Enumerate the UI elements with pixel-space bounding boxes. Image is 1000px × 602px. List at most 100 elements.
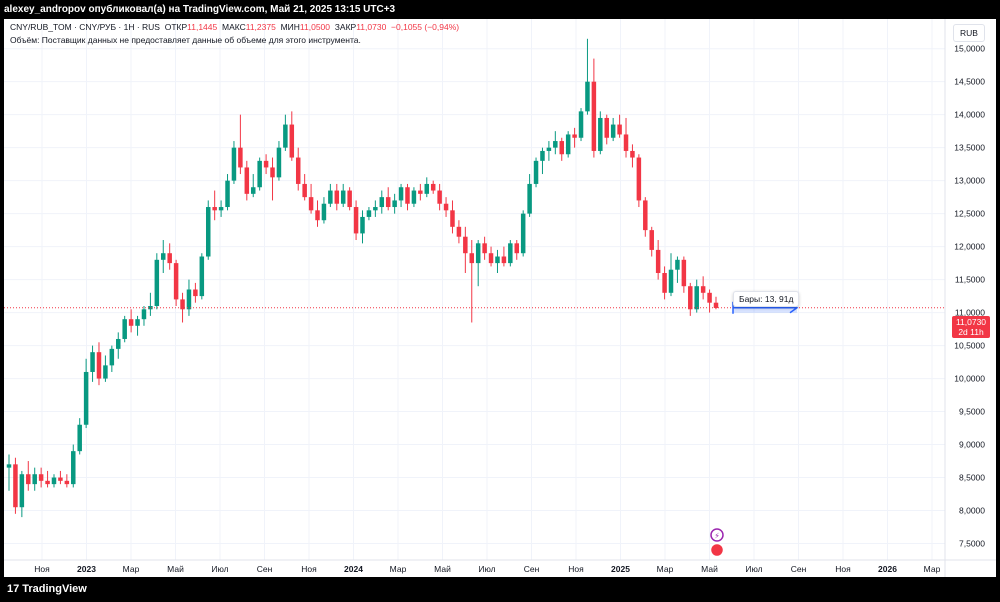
candle-body (19, 474, 25, 508)
candle-body (148, 305, 153, 310)
candle-body (450, 210, 455, 227)
candle-body (565, 134, 571, 155)
candle-body (578, 111, 584, 138)
x-tick-label: Ноя (301, 564, 317, 574)
brand-name: TradingView (22, 583, 87, 595)
candle-body (688, 286, 693, 310)
high-value: 11,2375 (245, 22, 276, 32)
y-tick-label: 10,0000 (954, 374, 985, 384)
candle-body (373, 207, 378, 211)
x-tick-label: 2026 (878, 564, 897, 574)
candle-body (636, 157, 642, 201)
y-tick-label: 10,5000 (954, 341, 985, 351)
last-price-value: 11,0730 (955, 317, 987, 327)
x-tick-label: Ноя (835, 564, 851, 574)
candle-body (116, 338, 121, 349)
candle-body (122, 319, 127, 339)
candle-body (45, 480, 50, 485)
candle-body (527, 183, 532, 214)
candle-body (199, 256, 205, 297)
candle-body (295, 157, 301, 184)
candle-body (103, 365, 108, 379)
candle-body (572, 134, 577, 138)
candle-body (424, 183, 430, 194)
candle-body (443, 203, 449, 211)
low-value: 11,0500 (299, 22, 331, 32)
x-tick-label: Ноя (568, 564, 584, 574)
candle-body (501, 256, 507, 264)
candle-body (328, 190, 333, 204)
candle-body (610, 124, 616, 138)
x-tick-label: 2025 (611, 564, 630, 574)
candle-body (469, 253, 475, 264)
candle-body (302, 183, 307, 198)
close-label: ЗАКР (334, 22, 357, 32)
candle-body (630, 150, 635, 158)
candle-body (83, 371, 89, 425)
candle-body (585, 81, 590, 112)
candle-body (71, 451, 76, 485)
candle-body (700, 286, 706, 293)
candle-body (270, 167, 275, 178)
candle-body (456, 226, 462, 237)
volume-note: Объём: Поставщик данных не предоставляет… (10, 35, 361, 45)
y-tick-label: 12,5000 (954, 209, 985, 219)
y-tick-label: 15,0000 (954, 44, 985, 54)
candle-body (13, 464, 18, 508)
candle-body (540, 150, 545, 161)
y-tick-label: 7,5000 (959, 539, 985, 549)
candle-body (623, 134, 629, 151)
candle-body (392, 200, 397, 208)
y-tick-label: 9,5000 (959, 407, 985, 417)
candle-body (154, 259, 160, 306)
candle-body (495, 256, 500, 264)
candle-body (662, 273, 667, 293)
candle-body (649, 230, 654, 250)
y-tick-label: 13,0000 (954, 176, 985, 186)
close-value: 11,0730 (356, 22, 387, 32)
candle-body (186, 289, 192, 310)
candle-body (675, 259, 680, 270)
candle-body (617, 124, 622, 135)
candle-body (77, 424, 82, 452)
open-label: ОТКР (164, 22, 188, 32)
measure-tooltip: Бары: 13, 91д (733, 291, 800, 307)
x-tick-label: 2023 (77, 564, 96, 574)
candle-body (180, 299, 185, 310)
bar-countdown: 2d 11h (958, 327, 984, 337)
y-tick-label: 14,5000 (954, 77, 985, 87)
y-tick-label: 14,0000 (954, 110, 985, 120)
candle-body (475, 243, 481, 264)
last-price-label: 11,0730 2d 11h (952, 316, 990, 338)
candle-body (340, 190, 346, 204)
x-tick-label: Мар (657, 564, 674, 574)
candle-body (225, 180, 230, 208)
candle-body (212, 207, 217, 211)
candle-body (488, 253, 494, 264)
x-tick-label: Ноя (34, 564, 50, 574)
publisher-bar: alexey_andropov опубликовал(а) на Tradin… (0, 0, 1000, 19)
candle-body (276, 147, 282, 178)
candle-body (32, 474, 37, 485)
currency-button[interactable]: RUB (953, 24, 985, 42)
candle-body (238, 147, 243, 168)
lightning-event-icon (710, 528, 724, 542)
candle-body (96, 352, 102, 379)
x-tick-label: Сен (257, 564, 273, 574)
chart-frame[interactable] (4, 19, 996, 577)
lightning-glyph-icon: ⚡ (714, 532, 720, 541)
candle-body (418, 190, 423, 194)
y-tick-label: 8,5000 (959, 473, 985, 483)
candle-body (205, 207, 211, 257)
candle-body (135, 319, 140, 326)
candle-body (437, 190, 442, 204)
y-tick-label: 13,5000 (954, 143, 985, 153)
candle-body (546, 147, 552, 151)
x-tick-label: Май (434, 564, 451, 574)
low-label: МИН (280, 22, 300, 32)
candle-body (257, 160, 262, 188)
candle-body (411, 190, 417, 204)
y-tick-label: 8,0000 (959, 506, 985, 516)
x-tick-label: Сен (791, 564, 807, 574)
